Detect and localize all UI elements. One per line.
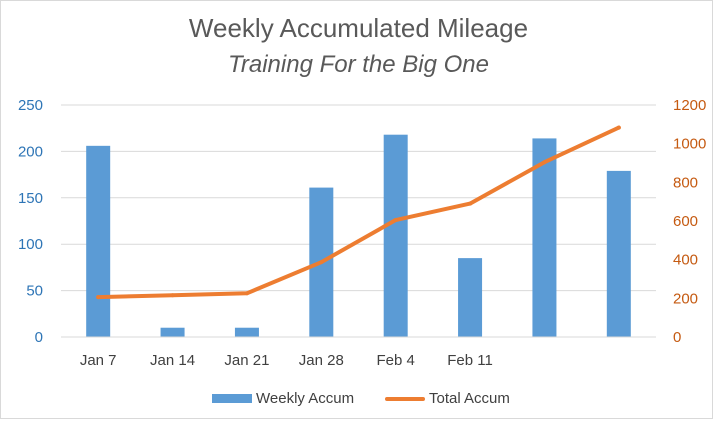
total-accum-point	[319, 260, 324, 265]
bar	[160, 327, 185, 337]
chart-title: Weekly Accumulated Mileage	[188, 13, 529, 43]
bar	[383, 134, 408, 337]
x-axis-tick-label: Jan 28	[299, 352, 344, 369]
total-accum-point	[542, 160, 547, 165]
x-axis-tick-label: Feb 11	[447, 352, 493, 369]
x-axis-tick-label: Jan 14	[150, 352, 195, 369]
legend-item-line: Total Accum	[385, 390, 510, 407]
bar	[234, 327, 259, 337]
total-accum-point	[616, 125, 621, 130]
total-accum-point	[468, 201, 473, 206]
right-axis-tick-label: 800	[673, 174, 698, 191]
legend-label-line: Total Accum	[429, 390, 510, 407]
right-axis-tick-label: 1000	[673, 136, 706, 153]
total-accum-line	[96, 125, 621, 300]
x-axis-tick-label: Jan 7	[80, 352, 117, 369]
bar	[458, 258, 483, 337]
x-axis-tick-label: Feb 4	[377, 352, 415, 369]
right-axis-tick-label: 1200	[673, 97, 706, 114]
legend-swatch-line	[385, 396, 425, 401]
legend-swatch-bar	[212, 394, 252, 403]
left-axis-tick-label: 250	[18, 97, 43, 114]
bar	[606, 170, 631, 337]
total-accum-point	[393, 218, 398, 223]
legend: Weekly Accum Total Accum	[1, 390, 715, 412]
legend-item-bars: Weekly Accum	[212, 390, 354, 407]
legend-label-bars: Weekly Accum	[256, 390, 355, 407]
right-axis-tick-label: 200	[673, 290, 698, 307]
bar	[86, 145, 111, 337]
x-axis-tick-label: Jan 21	[224, 352, 269, 369]
total-accum-point	[244, 291, 249, 296]
left-axis-tick-label: 100	[18, 236, 43, 253]
left-axis-tick-label: 200	[18, 143, 43, 160]
total-accum-point	[170, 293, 175, 298]
left-axis-tick-label: 0	[35, 329, 43, 346]
left-axis-tick-label: 150	[18, 190, 43, 207]
total-accum-point	[96, 295, 101, 300]
bar	[532, 138, 557, 337]
right-axis-tick-label: 400	[673, 252, 698, 269]
left-axis-tick-label: 50	[26, 283, 43, 300]
right-axis-tick-label: 600	[673, 213, 698, 230]
right-axis-tick-label: 0	[673, 329, 681, 346]
chart-subtitle: Training For the Big One	[227, 51, 489, 78]
